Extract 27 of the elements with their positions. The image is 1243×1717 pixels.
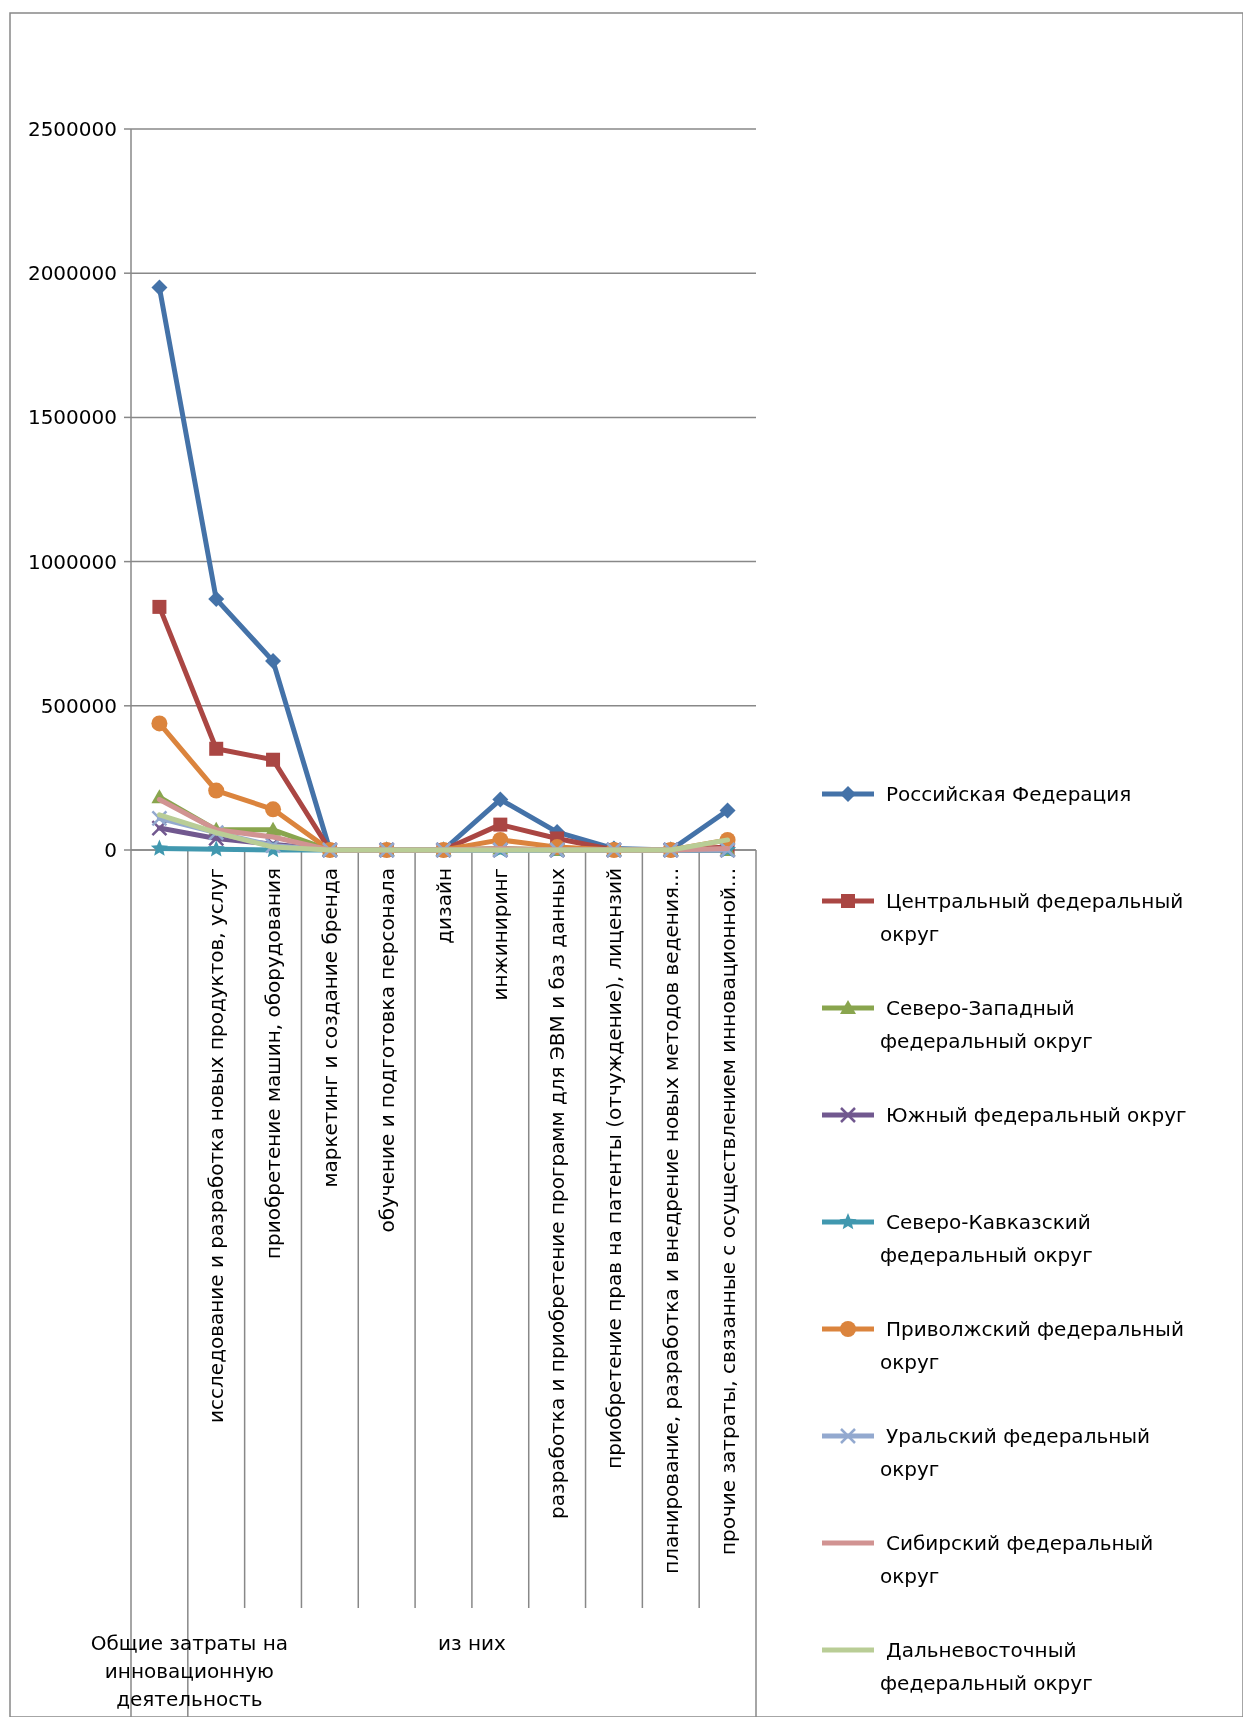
legend-label: Южный федеральный округ xyxy=(886,1103,1187,1127)
legend-label: Сибирский федеральный округ xyxy=(880,1531,1154,1588)
x-tick-label: приобретение машин, оборудования xyxy=(261,868,286,1260)
x-tick-label: приобретение прав на патенты (отчуждение), лицензий xyxy=(601,868,626,1469)
x-tick-label: разработка и приобретение программ для ЭВМ и баз данных xyxy=(545,867,570,1519)
legend-label: Уральский федеральный округ xyxy=(880,1424,1151,1481)
y-tick-label: 0 xyxy=(104,838,117,862)
x-tick-label: планирование, разработка и внедрение новых методов ведения... xyxy=(658,868,683,1574)
x-tick-label: исследование и разработка новых продуктов, услуг xyxy=(204,868,229,1423)
y-tick-label: 1500000 xyxy=(27,405,117,430)
y-tick-label: 2500000 xyxy=(27,117,117,141)
text: Общие затраты на инновационную деятельность xyxy=(90,1631,289,1711)
legend-label: Приволжский федеральный округ xyxy=(880,1317,1184,1374)
legend-label: Северо-Западный федеральный округ xyxy=(880,996,1093,1053)
x-tick-label: дизайн xyxy=(431,868,456,944)
legend-label: Дальневосточный федеральный округ xyxy=(880,1638,1093,1695)
legend-label: Северо-Кавказский федеральный округ xyxy=(880,1210,1093,1267)
x-tick-label: обучение и подготовка персонала xyxy=(374,868,399,1233)
legend-label: Российская Федерация xyxy=(886,782,1132,806)
text: из них xyxy=(437,1631,507,1655)
legend-label: Центральный федеральный округ xyxy=(880,889,1184,946)
y-tick-label: 500000 xyxy=(40,693,117,718)
y-tick-label: 1000000 xyxy=(27,549,117,574)
y-tick-label: 2000000 xyxy=(27,261,117,286)
x-tick-label: прочие затраты, связанные с осуществлением инновационной... xyxy=(715,868,740,1556)
x-tick-label: инжиниринг xyxy=(488,868,513,1001)
x-tick-label: маркетинг и создание бренда xyxy=(317,868,342,1188)
